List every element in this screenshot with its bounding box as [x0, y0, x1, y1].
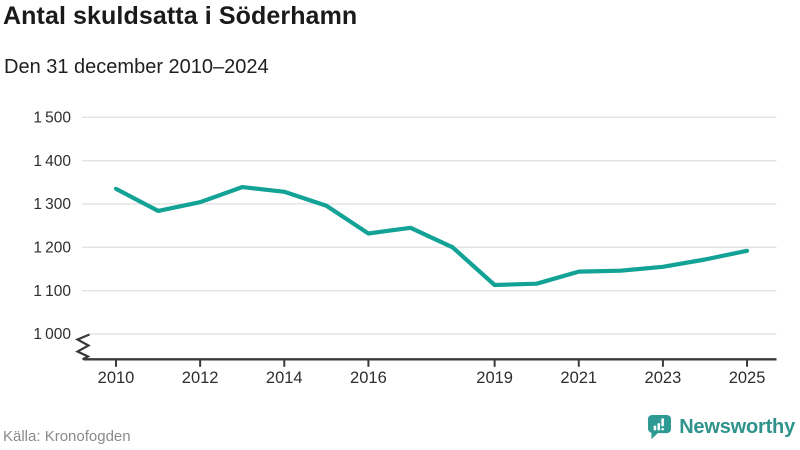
y-tick-label: 1 300	[33, 196, 71, 213]
x-tick-label: 2014	[266, 369, 303, 387]
chart-subtitle: Den 31 december 2010–2024	[4, 56, 269, 78]
chart-title: Antal skuldsatta i Söderhamn	[3, 2, 358, 30]
y-tick-label: 1 400	[33, 153, 71, 170]
x-tick-label: 2025	[729, 369, 766, 387]
y-tick-label: 1 100	[33, 283, 71, 300]
x-tick-label: 2016	[350, 369, 387, 387]
x-tick-label: 2023	[645, 369, 682, 387]
x-tick-label: 2019	[476, 369, 513, 387]
newsworthy-wordmark: Newsworthy	[679, 416, 795, 438]
y-tick-label: 1 500	[33, 110, 71, 127]
y-tick-label: 1 200	[33, 240, 71, 257]
x-tick-label: 2012	[182, 369, 219, 387]
x-tick-label: 2010	[98, 369, 135, 387]
source-label: Källa: Kronofogden	[3, 428, 131, 445]
newsworthy-logo-icon	[648, 415, 672, 440]
data-line	[113, 185, 750, 288]
axis-break-icon	[74, 333, 91, 361]
newsworthy-logo: Newsworthy	[647, 414, 795, 441]
y-tick-label: 1 000	[33, 326, 71, 343]
x-tick-label: 2021	[560, 369, 597, 387]
